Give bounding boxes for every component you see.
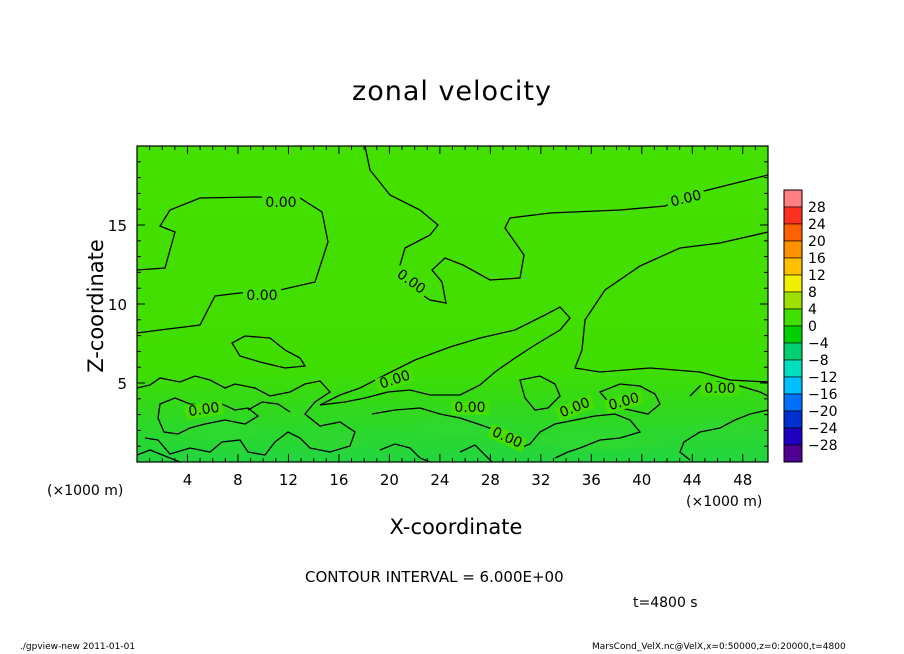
x-tick-label: 4 [183, 471, 193, 489]
x-tick-label: 24 [430, 471, 449, 489]
colorbar-swatch [783, 223, 803, 242]
colorbar-label: −8 [808, 353, 829, 369]
contour-label-bg [262, 196, 300, 210]
colorbar-swatch [783, 410, 803, 429]
x-tick-label: 40 [632, 471, 651, 489]
x-axis: 4 8 12 16 20 24 28 32 36 40 44 48 [149, 146, 756, 489]
x-tick-label: 28 [481, 471, 500, 489]
colorbar-swatch [783, 393, 803, 412]
contour-label: 0.00 [246, 288, 277, 304]
footer-right-text: MarsCond_VelX.nc@VelX,x=0:50000,z=0:2000… [592, 642, 846, 652]
colorbar-swatch [783, 206, 803, 225]
contour-label: 0.00 [187, 400, 220, 420]
contour-label-bg [665, 187, 707, 211]
contour-label-bg [603, 390, 645, 414]
contour-label-bg [184, 400, 224, 420]
x-tick-label: 8 [233, 471, 243, 489]
colorbar-label: −16 [808, 387, 838, 403]
colorbar-swatch [783, 274, 803, 293]
y-axis: 5 10 15 [108, 161, 768, 447]
colorbar-label: −4 [808, 336, 829, 352]
colorbar-label: −28 [808, 438, 838, 454]
x-tick-label: 44 [683, 471, 702, 489]
colorbar-label: 20 [808, 234, 826, 250]
colorbar-label: 12 [808, 268, 826, 284]
x-tick-label: 12 [279, 471, 298, 489]
colorbar-swatch [783, 427, 803, 446]
footer-left-text: ./gpview-new 2011-01-01 [20, 642, 136, 652]
colorbar-label: −24 [808, 421, 838, 437]
contour-label-bg [701, 382, 739, 396]
colorbar-swatch [783, 376, 803, 395]
y-tick-label: 5 [117, 375, 127, 393]
contour-label-bg [554, 394, 596, 422]
x-unit-left-label: (×1000 m) [47, 483, 124, 499]
colorbar-swatch [783, 308, 803, 327]
chart-title: zonal velocity [352, 76, 552, 107]
colorbar-swatch [783, 325, 803, 344]
x-tick-label: 48 [733, 471, 752, 489]
colorbar-swatch [783, 444, 803, 463]
colorbar-swatch [783, 342, 803, 361]
x-axis-label: X-coordinate [389, 515, 523, 539]
colorbar-swatch [783, 291, 803, 310]
colorbar-swatch [783, 240, 803, 259]
contour-label: 0.00 [454, 400, 485, 416]
contour-label: 0.00 [265, 195, 296, 211]
contour-label-bg [391, 265, 431, 299]
x-unit-right-label: (×1000 m) [686, 494, 763, 510]
x-tick-label: 20 [380, 471, 399, 489]
x-tick-label: 36 [582, 471, 601, 489]
colorbar-label: 0 [808, 319, 817, 335]
time-note: t=4800 s [633, 595, 698, 611]
colorbar-label: −20 [808, 404, 838, 420]
colorbar-label: 16 [808, 251, 826, 267]
colorbar-swatch [783, 189, 803, 208]
y-tick-label: 15 [108, 217, 127, 235]
x-tick-label: 32 [531, 471, 550, 489]
contour-lines [136, 145, 769, 463]
colorbar-label: 28 [808, 200, 826, 216]
contour-label-bg [451, 401, 489, 415]
contour-label-bg [374, 367, 416, 393]
contour-label-bg [486, 423, 528, 453]
colorbar-swatch [783, 359, 803, 378]
colorbar-label: −12 [808, 370, 838, 386]
colorbar-swatch [783, 257, 803, 276]
contour-interval-note: CONTOUR INTERVAL = 6.000E+00 [305, 568, 564, 586]
contour-label: 0.00 [669, 187, 703, 210]
colorbar-label: 24 [808, 217, 826, 233]
contour-label: 0.00 [704, 381, 735, 397]
x-tick-label: 16 [329, 471, 348, 489]
colorbar-label: 4 [808, 302, 817, 318]
colorbar-frame [783, 189, 803, 463]
colorbar-label: 8 [808, 285, 817, 301]
y-tick-label: 10 [108, 296, 127, 314]
contour-labels: 0.000.000.000.000.000.00 0.000.000.00 0.00… [184, 187, 739, 453]
contour-label-bg [243, 289, 281, 303]
